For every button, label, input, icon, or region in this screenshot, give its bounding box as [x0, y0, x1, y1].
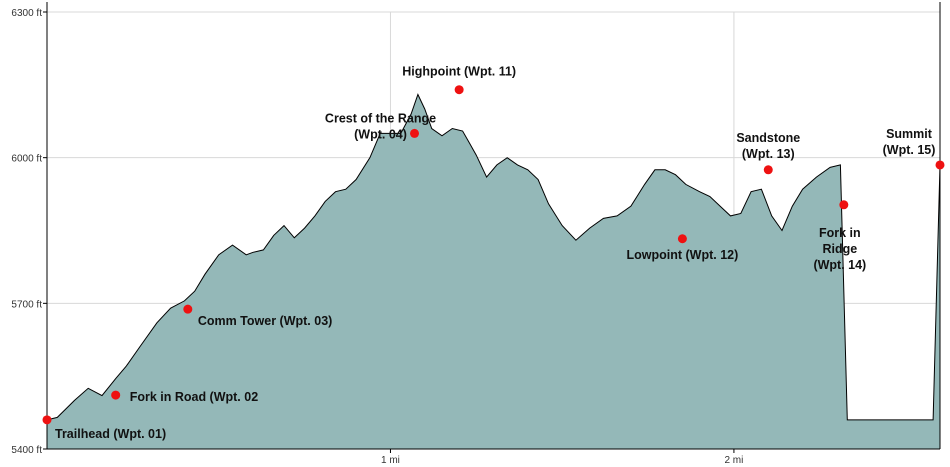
waypoint-label: Sandstone [736, 131, 800, 145]
waypoint-marker[interactable] [183, 304, 193, 314]
y-tick-label: 5400 ft [11, 445, 42, 456]
waypoint-label: Highpoint (Wpt. 11) [402, 65, 516, 79]
waypoint-marker[interactable] [111, 390, 121, 400]
x-axis-ticks: 1 mi 2 mi [381, 449, 743, 466]
waypoint-markers [42, 85, 945, 425]
waypoint-label: Fork in Road (Wpt. 02 [130, 390, 259, 404]
waypoint-label: Trailhead (Wpt. 01) [55, 427, 166, 441]
waypoint-label: Ridge [822, 242, 857, 256]
waypoint-marker[interactable] [410, 128, 420, 138]
y-axis-ticks: 5400 ft 5700 ft 6000 ft 6300 ft [11, 8, 47, 456]
waypoint-label: (Wpt. 04) [354, 127, 407, 141]
elevation-area [47, 94, 940, 449]
waypoint-marker[interactable] [42, 415, 52, 425]
waypoint-label: Crest of the Range [325, 111, 436, 125]
elevation-line [46, 93, 941, 421]
x-tick-label: 2 mi [724, 455, 743, 466]
axes [46, 2, 941, 450]
waypoint-label: Fork in [819, 226, 861, 240]
waypoint-marker[interactable] [839, 200, 849, 210]
waypoint-labels: Trailhead (Wpt. 01) Fork in Road (Wpt. 02… [55, 65, 935, 441]
waypoint-label: Summit [886, 127, 933, 141]
waypoint-label: (Wpt. 14) [813, 258, 866, 272]
waypoint-marker[interactable] [677, 234, 687, 244]
y-tick-label: 5700 ft [11, 299, 42, 310]
y-tick-label: 6000 ft [11, 154, 42, 165]
waypoint-label: Comm Tower (Wpt. 03) [198, 314, 332, 328]
x-tick-label: 1 mi [381, 455, 400, 466]
waypoint-label: Lowpoint (Wpt. 12) [627, 248, 739, 262]
waypoint-label: (Wpt. 13) [742, 147, 795, 161]
waypoint-marker[interactable] [763, 165, 773, 175]
waypoint-label: (Wpt. 15) [883, 143, 936, 157]
waypoint-marker[interactable] [935, 160, 945, 170]
y-tick-label: 6300 ft [11, 8, 42, 19]
waypoint-marker[interactable] [454, 85, 464, 95]
